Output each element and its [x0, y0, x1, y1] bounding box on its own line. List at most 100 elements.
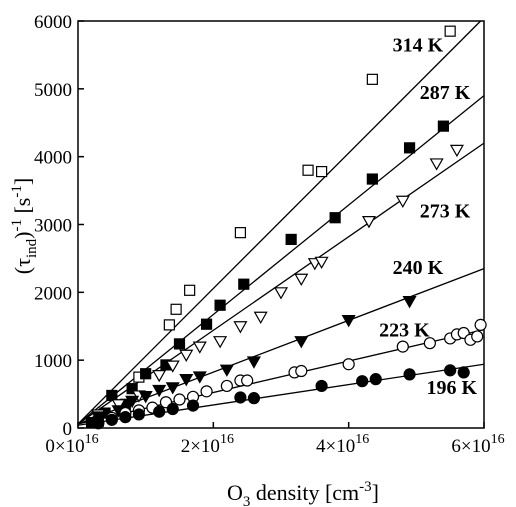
- data-point-square: [173, 338, 186, 350]
- data-point-circle: [105, 413, 118, 426]
- data-point-triangle: [395, 195, 410, 208]
- fit-line: [77, 20, 482, 425]
- data-point-circle: [315, 379, 328, 393]
- data-point-square: [200, 318, 213, 330]
- data-point-square: [366, 73, 378, 85]
- x-tick-label: 2×1016: [181, 432, 234, 457]
- data-point-square: [106, 389, 118, 402]
- series-points: [92, 364, 470, 430]
- data-point-triangle: [273, 287, 289, 300]
- data-point-square: [234, 227, 246, 239]
- fit-line: [77, 363, 485, 426]
- data-point-square: [184, 284, 196, 296]
- data-point-circle: [119, 411, 132, 424]
- fit-line: [77, 329, 485, 425]
- series-label: 314 K: [393, 35, 444, 57]
- data-point-circle: [369, 373, 382, 386]
- data-point-triangle: [192, 341, 207, 354]
- series-label: 223 K: [379, 319, 430, 341]
- data-point-circle: [474, 318, 487, 331]
- y-tick-label: 1000: [34, 351, 72, 372]
- data-point-triangle: [341, 315, 356, 328]
- data-point-circle: [241, 374, 254, 387]
- data-point-square: [140, 368, 152, 380]
- data-point-circle: [295, 364, 308, 378]
- data-point-triangle: [314, 256, 329, 270]
- data-point-circle: [444, 364, 457, 377]
- y-tick-label: 6000: [34, 12, 72, 33]
- data-point-triangle: [179, 349, 194, 362]
- data-point-circle: [356, 375, 369, 388]
- y-axis-title: (τind)-1 [s-1]: [9, 178, 40, 274]
- series-label: 240 K: [393, 257, 444, 279]
- data-point-square: [366, 173, 378, 185]
- data-point-square: [163, 319, 175, 331]
- data-point-triangle: [111, 399, 126, 412]
- y-tick-label: 3000: [34, 216, 72, 237]
- data-point-triangle: [192, 371, 207, 384]
- data-point-circle: [247, 392, 261, 405]
- data-point-square: [170, 303, 182, 315]
- data-point-triangle: [165, 382, 180, 395]
- y-tick-label: 2000: [34, 283, 72, 304]
- y-tick-label: 4000: [34, 148, 72, 169]
- data-point-triangle: [361, 216, 377, 229]
- series-points: [92, 25, 456, 427]
- x-tick-labels: 0×1016 2×1016 4×1016 6×1016: [45, 432, 504, 457]
- series-label: 196 K: [426, 377, 477, 399]
- data-point-circle: [186, 399, 200, 412]
- data-point-triangle: [138, 391, 153, 404]
- data-point-circle: [457, 366, 470, 379]
- data-point-triangle: [152, 384, 167, 398]
- data-point-triangle: [449, 144, 464, 158]
- data-point-triangle: [233, 321, 248, 334]
- data-point-triangle: [125, 395, 140, 409]
- data-point-triangle: [165, 360, 180, 373]
- data-point-triangle: [402, 296, 417, 309]
- data-point-triangle: [294, 336, 309, 349]
- data-point-circle: [396, 340, 409, 353]
- data-point-circle: [423, 337, 436, 350]
- data-point-circle: [200, 385, 213, 398]
- data-point-circle: [220, 379, 233, 393]
- series-points: [91, 296, 417, 424]
- data-point-circle: [173, 393, 186, 406]
- y-tick-labels: 0 1000 2000 3000 4000 5000 6000: [34, 12, 72, 440]
- data-point-circle: [166, 402, 179, 416]
- series-points: [91, 144, 464, 422]
- data-point-triangle: [213, 336, 228, 349]
- data-point-square: [238, 278, 250, 290]
- data-point-triangle: [429, 158, 444, 171]
- data-point-circle: [132, 408, 145, 421]
- data-point-square: [126, 383, 138, 395]
- x-axis-title: O3 density [cm-3]: [227, 479, 379, 507]
- data-point-triangle: [219, 364, 234, 377]
- data-point-circle: [471, 330, 484, 343]
- data-point-square: [444, 25, 456, 37]
- data-point-square: [329, 212, 341, 224]
- x-tick-label: 0×1016: [45, 432, 98, 457]
- data-point-square: [403, 142, 416, 154]
- data-point-triangle: [246, 356, 261, 369]
- data-point-triangle: [152, 369, 167, 383]
- series-label: 287 K: [420, 82, 471, 104]
- data-point-triangle: [179, 374, 194, 387]
- data-point-triangle: [253, 311, 268, 324]
- data-point-square: [302, 164, 314, 176]
- data-point-circle: [153, 405, 166, 418]
- series-points: [85, 120, 449, 429]
- data-point-circle: [342, 358, 355, 371]
- data-point-square: [285, 233, 297, 246]
- y-tick-label: 0: [63, 419, 73, 440]
- y-tick-label: 5000: [34, 80, 72, 101]
- data-point-circle: [92, 417, 105, 430]
- data-point-circle: [234, 391, 247, 404]
- data-point-triangle: [294, 273, 309, 286]
- x-tick-label: 6×1016: [451, 432, 504, 457]
- data-point-square: [437, 120, 449, 132]
- x-tick-label: 4×1016: [316, 432, 369, 457]
- series-label: 273 K: [420, 201, 471, 223]
- plot-area: 314 K 287 K 273 K 240 K 223 K 196 K: [77, 20, 487, 430]
- data-point-square: [214, 299, 226, 311]
